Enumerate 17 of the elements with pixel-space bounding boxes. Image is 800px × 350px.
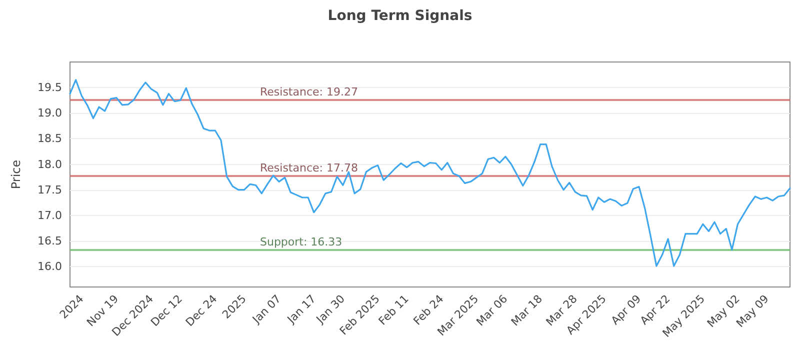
y-tick-label: 18.5 (38, 132, 62, 146)
y-tick-label: 17.0 (38, 208, 62, 222)
line-series (69, 79, 791, 267)
x-tick-label: Mar 18 (508, 292, 545, 329)
chart-title: Long Term Signals (328, 8, 472, 24)
ref-line-label: Support: 16.33 (260, 236, 342, 249)
y-tick-label: 19.5 (38, 81, 62, 94)
ref-line-label: Resistance: 19.27 (260, 85, 358, 98)
y-tick-label: 18.0 (38, 158, 62, 171)
x-tick-label: Dec 24 (183, 292, 220, 329)
y-tick-label: 16.0 (38, 260, 62, 274)
y-tick-label: 17.5 (38, 183, 62, 196)
x-tick-label: Jan 07 (249, 292, 284, 327)
y-tick-label: 16.5 (38, 234, 62, 248)
y-axis-title: Price (9, 160, 23, 190)
y-tick-label: 19.0 (38, 106, 62, 120)
ref-line-label: Resistance: 17.78 (260, 162, 358, 175)
